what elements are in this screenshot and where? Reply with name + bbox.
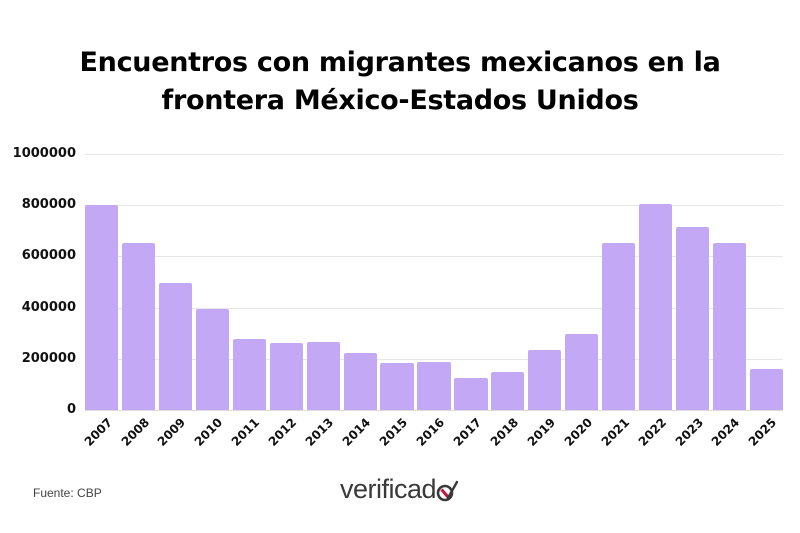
x-axis-tick-label: 2018 xyxy=(487,415,522,449)
logo-text: verificad xyxy=(340,473,437,504)
chart-title: Encuentros con migrantes mexicanos en la… xyxy=(0,44,800,120)
x-axis-tick-label: 2009 xyxy=(155,415,189,449)
chart-title-line-1: Encuentros con migrantes mexicanos en la xyxy=(79,47,721,78)
y-axis-tick-label: 0 xyxy=(66,402,76,417)
bar-2011 xyxy=(232,338,266,410)
bar-2015 xyxy=(380,362,414,410)
y-axis-tick-label: 1000000 xyxy=(12,146,76,161)
x-axis-tick-label: 2015 xyxy=(376,415,411,449)
bar-2016 xyxy=(417,361,451,410)
bar-2017 xyxy=(454,378,488,410)
gridline xyxy=(85,154,783,155)
bar-2025 xyxy=(749,369,783,410)
x-axis-tick-label: 2017 xyxy=(450,415,485,449)
x-axis-tick-label: 2010 xyxy=(192,415,226,449)
x-axis-tick-label: 2020 xyxy=(561,415,595,449)
y-axis-tick-label: 400000 xyxy=(21,299,76,315)
check-o-icon xyxy=(436,480,459,502)
bar-2007 xyxy=(85,205,119,410)
x-axis-tick-label: 2014 xyxy=(339,415,374,449)
x-axis-tick-label: 2021 xyxy=(598,415,632,449)
bar-2009 xyxy=(158,283,193,410)
x-axis-tick-label: 2024 xyxy=(709,415,743,449)
y-axis-tick-label: 800000 xyxy=(21,197,76,213)
gridline xyxy=(85,307,783,309)
chart-title-line-2: frontera México-Estados Unidos xyxy=(161,85,639,116)
bar-2012 xyxy=(269,343,303,410)
bar-2021 xyxy=(602,242,636,410)
gridline xyxy=(85,205,783,207)
bar-2024 xyxy=(712,242,747,410)
x-axis-tick-label: 2007 xyxy=(81,415,115,449)
bar-2018 xyxy=(491,371,525,410)
source-note: Fuente: CBP xyxy=(33,486,102,500)
bar-2014 xyxy=(343,352,377,410)
x-axis-tick-label: 2011 xyxy=(228,415,263,449)
verificado-logo: verificad xyxy=(340,472,459,506)
x-axis-tick-label: 2013 xyxy=(302,415,337,449)
x-axis-tick-label: 2019 xyxy=(524,415,558,449)
y-axis-tick-label: 600000 xyxy=(21,248,76,264)
bar-2023 xyxy=(675,226,710,410)
x-axis-tick-label: 2008 xyxy=(118,415,152,449)
bar-2008 xyxy=(121,243,156,410)
gridline xyxy=(85,410,783,411)
x-axis-tick-label: 2023 xyxy=(672,415,706,449)
y-axis-tick-label: 200000 xyxy=(21,350,76,366)
x-axis-tick-label: 2016 xyxy=(413,415,448,449)
x-axis-tick-label: 2012 xyxy=(265,415,300,449)
bar-2010 xyxy=(195,308,229,410)
x-axis-tick-label: 2022 xyxy=(635,415,669,449)
x-axis-tick-label: 2025 xyxy=(746,415,780,449)
bar-2013 xyxy=(306,342,340,410)
bar-2020 xyxy=(565,333,599,410)
bar-2019 xyxy=(528,350,562,410)
gridline xyxy=(85,256,783,258)
gridline xyxy=(85,358,783,360)
bar-2022 xyxy=(638,203,673,410)
